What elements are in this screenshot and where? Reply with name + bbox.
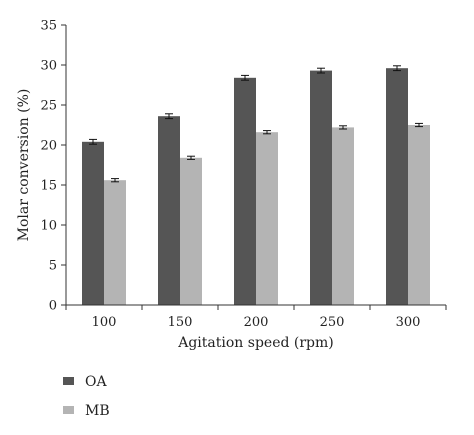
bar-mb-150 (180, 157, 202, 305)
legend-swatch-mb (63, 406, 74, 414)
y-tick-label: 10 (40, 219, 57, 234)
error-bar (415, 122, 423, 128)
error-bar (317, 67, 325, 74)
bar-mb-200 (256, 132, 278, 305)
y-tick-label: 0 (49, 299, 57, 314)
bar-oa-100 (82, 141, 104, 305)
x-tick-label: 300 (396, 315, 421, 330)
x-tick-label: 100 (92, 315, 117, 330)
x-tick-label: 200 (244, 315, 269, 330)
error-bar (187, 155, 195, 160)
error-bar (111, 178, 119, 183)
x-axis-label: Agitation speed (rpm) (177, 335, 334, 351)
bar-oa-300 (386, 68, 408, 305)
y-tick-label: 25 (40, 99, 57, 114)
error-bar (339, 125, 347, 130)
y-tick-label: 5 (49, 259, 57, 274)
error-bars-layer (89, 65, 423, 183)
error-bar (241, 74, 249, 81)
bar-mb-100 (104, 180, 126, 305)
bars-layer (82, 68, 430, 306)
bar-mb-250 (332, 127, 354, 306)
bar-oa-250 (310, 70, 332, 305)
error-bar (263, 130, 271, 135)
error-bar (165, 113, 173, 120)
x-tick-label: 250 (320, 315, 345, 330)
y-tick-label: 20 (40, 139, 57, 154)
bar-oa-200 (234, 77, 256, 305)
error-bar (393, 65, 401, 72)
legend-swatch-oa (63, 377, 74, 385)
y-tick-label: 35 (40, 19, 57, 34)
legend: OA MB (63, 374, 110, 419)
legend-label-oa: OA (85, 374, 107, 390)
y-ticks: 0 5 10 15 20 25 30 35 (40, 19, 66, 314)
bar-mb-300 (408, 125, 430, 305)
bar-oa-150 (158, 116, 180, 305)
error-bar (89, 138, 97, 145)
x-tick-label: 150 (168, 315, 193, 330)
y-tick-label: 15 (40, 179, 57, 194)
y-tick-label: 30 (40, 59, 57, 74)
x-ticks: 100 150 200 250 300 (65, 305, 447, 330)
y-axis-label: Molar conversion (%) (16, 89, 32, 242)
legend-label-mb: MB (85, 403, 110, 419)
